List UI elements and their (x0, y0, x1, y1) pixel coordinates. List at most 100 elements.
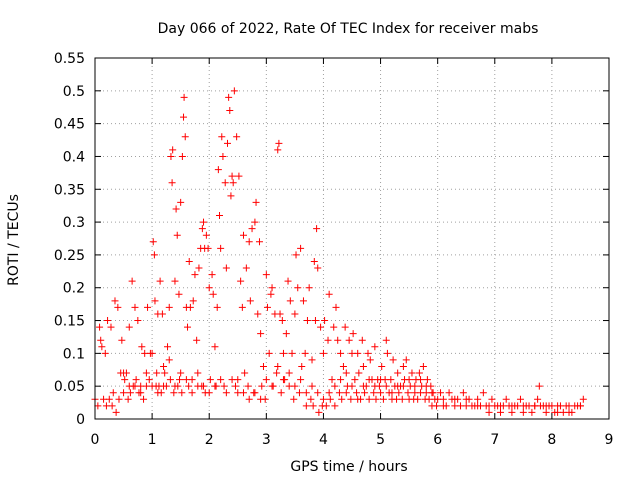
data-point (351, 376, 359, 384)
data-point (228, 172, 236, 180)
data-point (198, 225, 206, 233)
data-point (154, 389, 162, 397)
axis-ticks (94, 57, 610, 420)
data-point (378, 362, 386, 370)
data-point (245, 395, 253, 403)
data-point (217, 376, 225, 384)
data-point (255, 238, 263, 246)
data-point (248, 225, 256, 233)
data-point (165, 303, 173, 311)
data-point (302, 402, 310, 410)
data-point (194, 369, 202, 377)
data-point (111, 297, 119, 305)
data-point (182, 376, 190, 384)
data-point (326, 395, 334, 403)
data-point (137, 389, 145, 397)
data-point (171, 277, 179, 285)
data-point (168, 179, 176, 187)
data-point (156, 277, 164, 285)
data-point (189, 297, 197, 305)
data-point (342, 369, 350, 377)
data-point (213, 303, 221, 311)
data-point (331, 382, 339, 390)
data-point (177, 369, 185, 377)
data-point (294, 284, 302, 292)
x-tick-label: 7 (490, 432, 499, 448)
data-point (274, 146, 282, 154)
data-point (354, 349, 362, 357)
data-point (382, 336, 390, 344)
data-point (337, 376, 345, 384)
data-point (496, 402, 504, 410)
data-point (204, 244, 212, 252)
y-axis-label: ROTI / TECUs (6, 194, 22, 286)
y-tick-label: 0 (76, 412, 85, 428)
data-point (241, 369, 249, 377)
data-point (377, 389, 385, 397)
data-point (275, 139, 283, 147)
data-point (184, 323, 192, 331)
data-point (321, 317, 329, 325)
data-point (112, 408, 120, 416)
data-point (408, 369, 416, 377)
data-point (172, 205, 180, 213)
data-point (298, 362, 306, 370)
data-point (105, 395, 113, 403)
data-point (245, 238, 253, 246)
data-point (234, 376, 242, 384)
data-point (383, 349, 391, 357)
data-point (528, 408, 536, 416)
data-point (382, 382, 390, 390)
data-point (131, 382, 139, 390)
data-point (237, 277, 245, 285)
data-point (200, 218, 208, 226)
data-point (115, 395, 123, 403)
data-point (150, 251, 158, 259)
data-point (180, 113, 188, 121)
data-point (519, 408, 527, 416)
data-point (402, 356, 410, 364)
data-point (496, 408, 504, 416)
data-point (229, 179, 237, 187)
data-point (405, 376, 413, 384)
data-point (158, 310, 166, 318)
data-point (488, 395, 496, 403)
x-axis-label: GPS time / hours (290, 459, 407, 475)
y-tick-label: 0.05 (54, 379, 85, 395)
data-point (181, 133, 189, 141)
data-point (315, 408, 323, 416)
y-tick-label: 0.4 (63, 149, 85, 165)
data-point (299, 297, 307, 305)
data-point (265, 349, 273, 357)
data-point (193, 336, 201, 344)
data-point (542, 408, 550, 416)
data-point (277, 389, 285, 397)
data-point (353, 389, 361, 397)
data-point (148, 349, 156, 357)
data-point (170, 389, 178, 397)
x-tick-label: 2 (205, 432, 214, 448)
data-point (411, 382, 419, 390)
data-point (151, 297, 159, 305)
data-point (195, 264, 203, 272)
data-point (178, 389, 186, 397)
data-point (173, 231, 181, 239)
data-point (114, 303, 122, 311)
data-point (161, 369, 169, 377)
data-point (331, 402, 339, 410)
data-point (131, 303, 139, 311)
data-point (128, 277, 136, 285)
data-point (285, 369, 293, 377)
data-point (132, 376, 140, 384)
data-point (388, 389, 396, 397)
data-point (140, 395, 148, 403)
data-point (433, 402, 441, 410)
data-point (230, 87, 238, 95)
data-point (313, 225, 321, 233)
data-point (338, 395, 346, 403)
data-point (254, 310, 262, 318)
data-point (325, 290, 333, 298)
data-point (186, 303, 194, 311)
data-point (227, 192, 235, 200)
chart-title: Day 066 of 2022, Rate Of TEC Index for r… (158, 21, 539, 37)
